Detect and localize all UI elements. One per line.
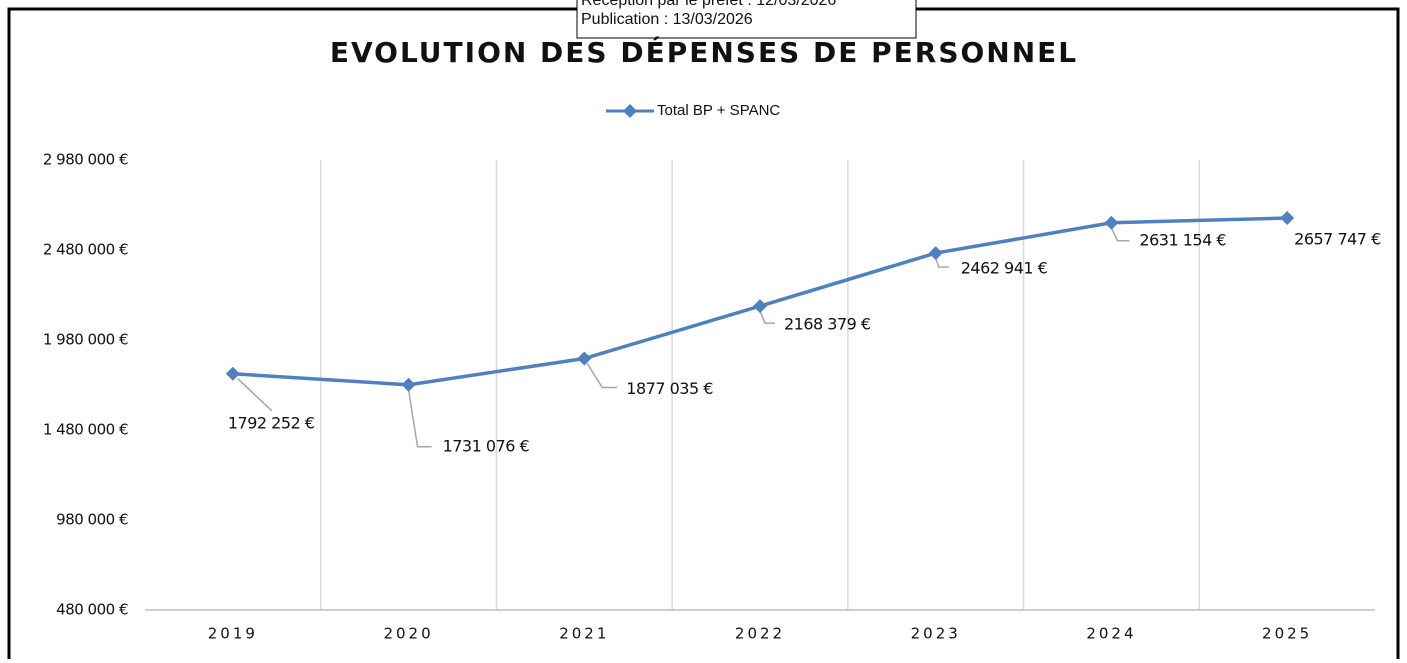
x-tick-label: 2025: [1262, 625, 1312, 643]
chart-title: EVOLUTION DES DÉPENSES DE PERSONNEL: [330, 35, 1078, 69]
data-label: 1731 076 €: [443, 436, 530, 455]
marker: [577, 351, 592, 366]
data-label: 2657 747 €: [1294, 230, 1381, 249]
marker: [753, 299, 767, 314]
x-tick-label: 2020: [383, 625, 433, 643]
legend-marker: [623, 104, 637, 118]
y-tick-label: 2 480 000 €: [43, 241, 128, 259]
stamp-box: [576, 0, 917, 39]
marker: [1104, 215, 1119, 230]
x-tick-label: 2023: [911, 625, 961, 643]
data-label: 1792 252 €: [228, 413, 315, 432]
y-tick-label: 480 000 €: [56, 601, 128, 619]
marker: [928, 246, 943, 261]
x-tick-label: 2022: [735, 625, 785, 643]
stamp-reception: Réception par le préfet : 12/03/2026: [581, 0, 836, 9]
y-tick-label: 980 000 €: [56, 511, 128, 529]
y-tick-label: 1 480 000 €: [43, 421, 128, 439]
legend-label: Total BP + SPANC: [657, 102, 780, 119]
leader-line: [237, 378, 273, 412]
y-tick-label: 1 980 000 €: [43, 331, 128, 349]
leader-line: [586, 363, 618, 389]
marker: [1280, 211, 1295, 226]
marker: [225, 366, 240, 381]
leader-line: [1110, 227, 1130, 242]
marker: [401, 377, 416, 392]
y-tick-label: 2 980 000 €: [43, 151, 128, 169]
x-tick-label: 2021: [559, 625, 609, 643]
leader-line: [935, 257, 949, 268]
leader-line: [759, 310, 775, 324]
data-label: 2462 941 €: [961, 259, 1048, 278]
x-tick-label: 2024: [1086, 625, 1136, 643]
data-label: 2168 379 €: [784, 315, 871, 334]
stamp-publication: Publication : 13/03/2026: [581, 11, 753, 28]
data-label: 1877 035 €: [626, 379, 713, 398]
data-label: 2631 154 €: [1139, 230, 1226, 249]
x-tick-label: 2019: [208, 625, 258, 643]
leader-line: [407, 389, 432, 448]
